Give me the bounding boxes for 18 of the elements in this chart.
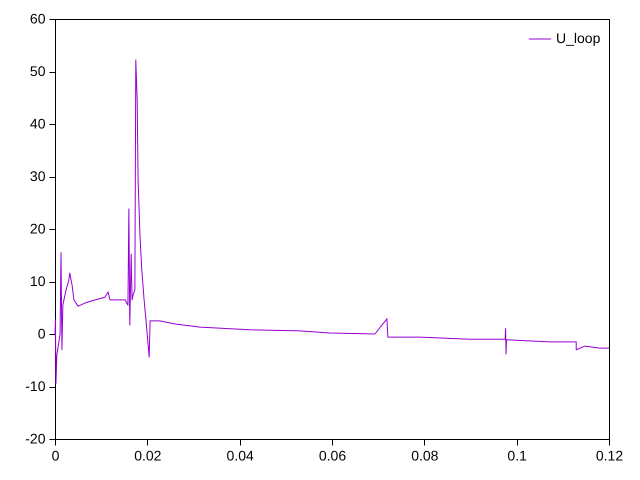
y-tick-label: 10	[30, 273, 46, 289]
x-tick-label: 0.04	[226, 448, 254, 464]
y-tick-label: 50	[30, 63, 46, 79]
y-tick-label: -10	[25, 378, 46, 394]
y-tick-label: 40	[30, 116, 46, 132]
y-tick-label: -20	[25, 430, 46, 446]
x-tick-label: 0.08	[411, 448, 439, 464]
x-tick-label: 0.12	[596, 448, 624, 464]
y-tick-label: 0	[38, 326, 46, 342]
y-tick-label: 60	[30, 10, 46, 26]
x-tick-label: 0.1	[507, 448, 528, 464]
x-tick-label: 0.06	[318, 448, 346, 464]
legend-label: U_loop	[556, 30, 601, 46]
line-series	[54, 59, 610, 384]
x-tick-label: 0	[52, 448, 60, 464]
y-tick-label: 20	[30, 220, 46, 236]
y-tick-label: 30	[30, 168, 46, 184]
x-tick-label: 0.02	[134, 448, 162, 464]
